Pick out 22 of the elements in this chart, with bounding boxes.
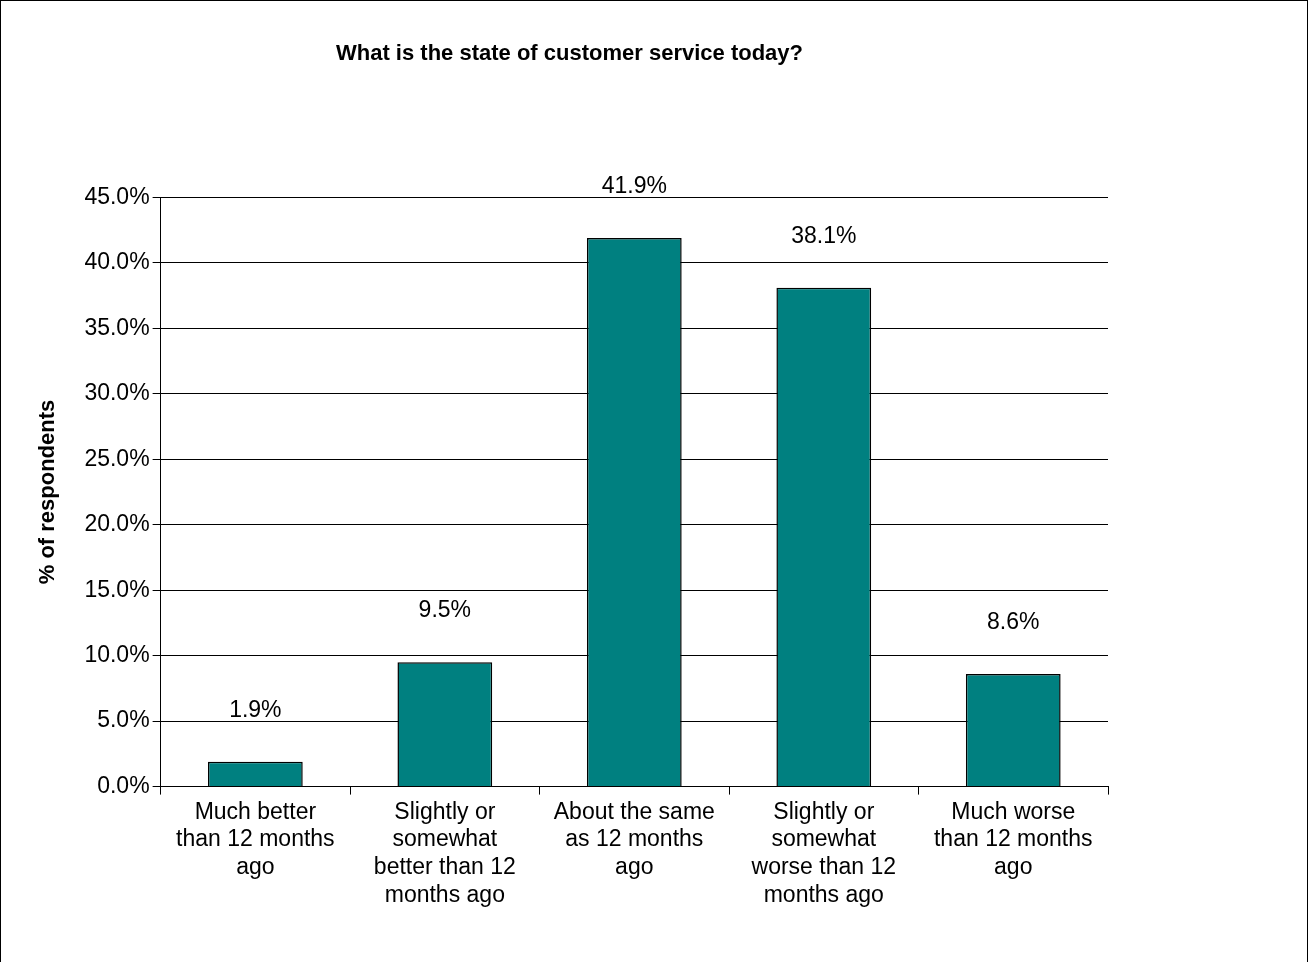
data-label: 38.1% <box>791 221 857 248</box>
data-label: 9.5% <box>418 596 472 623</box>
y-tick-label: 20.0% <box>84 510 150 537</box>
y-tick-label: 40.0% <box>84 248 150 275</box>
y-tick-label: 45.0% <box>84 182 150 209</box>
y-tick-label: 30.0% <box>84 379 150 406</box>
y-axis-title: % of respondents <box>34 399 60 585</box>
data-label: 1.9% <box>229 695 282 722</box>
y-tick-label: 35.0% <box>84 313 150 340</box>
chart-title: What is the state of customer service today? <box>335 40 804 66</box>
x-tick-label: About the same as 12 months ago <box>553 797 715 879</box>
y-tick-label: 0.0% <box>97 771 150 798</box>
x-tick-label: Slightly or somewhat worse than 12 months ago <box>750 797 897 907</box>
data-label: 8.6% <box>987 607 1040 634</box>
y-tick-label: 15.0% <box>84 575 150 602</box>
x-tick-label: Much better than 12 months ago <box>176 797 335 879</box>
data-label: 41.9% <box>601 171 667 198</box>
x-tick-label: Slightly or somewhat better than 12 months ago <box>373 797 516 907</box>
y-tick-label: 10.0% <box>84 641 150 668</box>
y-tick-label: 5.0% <box>97 706 150 733</box>
x-tick-label: Much worse than 12 months ago <box>933 797 1093 879</box>
y-tick-label: 25.0% <box>84 444 150 471</box>
